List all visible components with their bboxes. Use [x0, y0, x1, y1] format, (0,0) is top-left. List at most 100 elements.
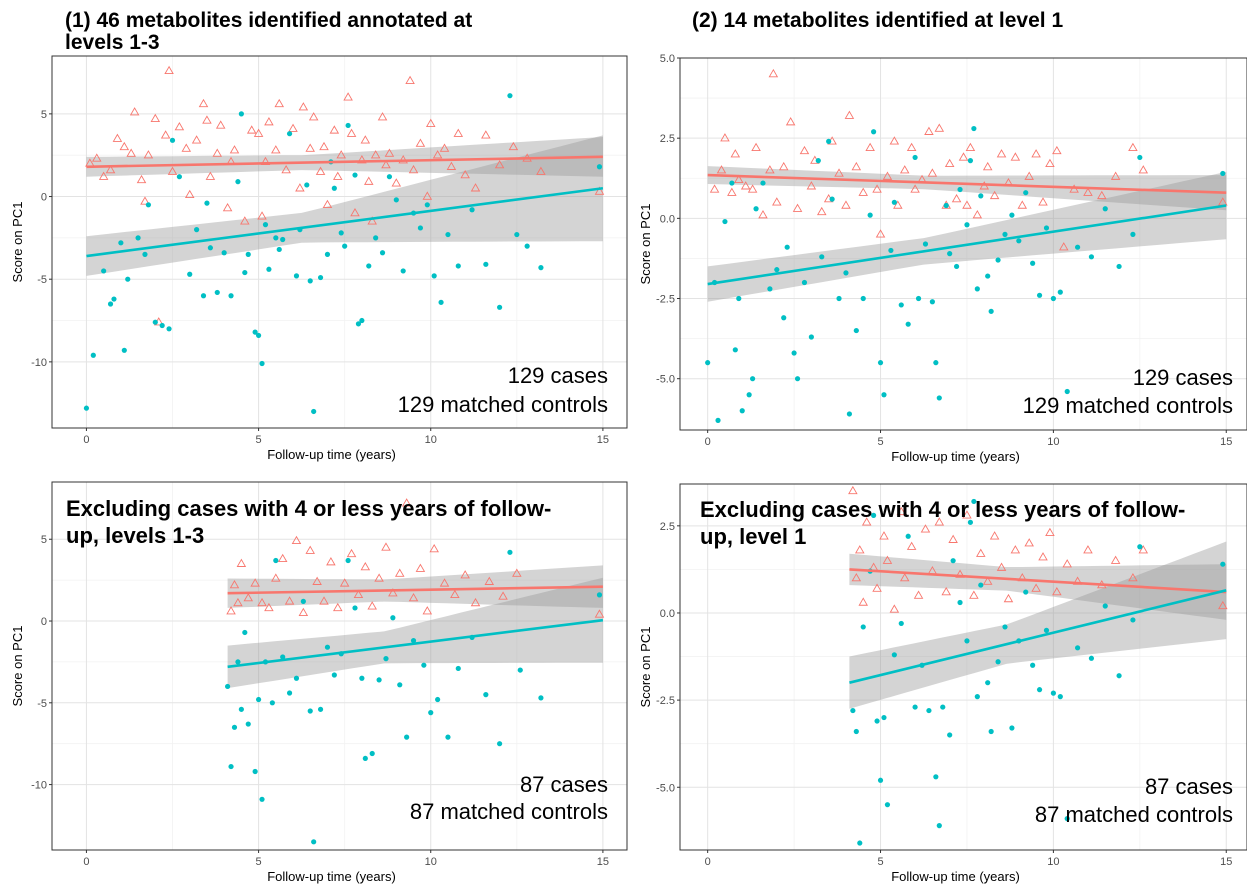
control-point — [985, 680, 991, 686]
control-point — [774, 267, 780, 273]
y-tick-label: 0.0 — [660, 213, 675, 225]
x-axis-label: Follow-up time (years) — [891, 449, 1020, 464]
control-point — [214, 289, 220, 296]
case-point — [425, 118, 436, 127]
case-point — [1045, 527, 1055, 536]
control-point — [1009, 725, 1015, 731]
case-point — [989, 531, 1000, 540]
control-point — [259, 360, 265, 367]
control-point — [905, 533, 911, 539]
case-point — [944, 158, 955, 168]
case-point — [246, 125, 257, 134]
x-tick-label: 15 — [597, 434, 609, 446]
case-point — [882, 555, 893, 564]
panel-title: (2) 14 metabolites identified at level 1 — [692, 9, 1063, 32]
case-point — [1024, 171, 1034, 180]
control-point — [1130, 231, 1136, 237]
control-point — [964, 222, 970, 228]
case-point — [709, 184, 720, 193]
control-point — [159, 322, 165, 329]
control-point — [1009, 212, 1015, 218]
control-point — [732, 347, 738, 353]
control-point — [739, 408, 745, 414]
control-point — [242, 629, 248, 636]
y-tick-label: -5.0 — [656, 782, 675, 794]
case-point — [312, 576, 322, 585]
case-point — [1128, 573, 1138, 582]
fit-line-cases — [86, 155, 603, 169]
controls-count-label: 87 matched controls — [1035, 802, 1233, 827]
cases-count-label: 87 cases — [1145, 774, 1233, 799]
control-point — [846, 411, 853, 417]
case-point — [281, 164, 291, 174]
case-point — [257, 597, 267, 607]
control-point — [317, 274, 324, 281]
control-point — [369, 750, 375, 757]
confidence-band-cases — [227, 565, 603, 608]
control-point — [957, 599, 963, 606]
control-point — [853, 327, 859, 334]
case-point — [1218, 600, 1228, 610]
case-point — [236, 558, 247, 567]
case-point — [298, 607, 309, 617]
case-point — [594, 609, 605, 618]
case-point — [222, 203, 233, 212]
case-point — [1031, 149, 1041, 158]
case-point — [1017, 200, 1028, 209]
case-point — [305, 143, 316, 152]
x-axis-label: Follow-up time (years) — [267, 869, 396, 884]
control-point — [1043, 627, 1050, 634]
y-tick-label: -5.0 — [656, 374, 675, 386]
case-point — [405, 75, 415, 84]
case-point — [962, 200, 972, 209]
control-point — [273, 235, 279, 241]
control-point — [819, 254, 825, 260]
control-point — [331, 672, 337, 678]
control-point — [228, 763, 234, 770]
controls-count-label: 87 matched controls — [410, 799, 608, 824]
case-point — [370, 150, 381, 159]
case-point — [913, 590, 924, 599]
control-point — [345, 557, 351, 564]
case-point — [229, 579, 240, 589]
control-point — [791, 350, 797, 356]
fit-line-controls — [707, 204, 1227, 286]
case-point — [460, 570, 470, 579]
case-point — [91, 153, 102, 162]
control-point — [238, 111, 244, 117]
plot-border — [51, 55, 628, 429]
control-point — [978, 193, 984, 199]
case-point — [906, 142, 917, 151]
x-tick-label: 10 — [425, 434, 437, 446]
y-tick-label: 5 — [41, 109, 47, 121]
fit-line-controls — [227, 618, 604, 669]
case-point — [415, 138, 426, 147]
case-point — [381, 542, 391, 551]
control-point — [421, 662, 427, 668]
case-point — [484, 576, 495, 585]
x-tick-label: 0 — [83, 434, 89, 446]
case-point — [955, 569, 965, 578]
control-point — [829, 196, 835, 202]
case-point — [1031, 583, 1041, 592]
control-point — [324, 251, 331, 257]
control-point — [953, 263, 960, 270]
control-point — [1036, 687, 1043, 693]
case-point — [277, 553, 288, 563]
case-point — [350, 207, 360, 217]
control-point — [1074, 244, 1081, 250]
control-point — [877, 360, 884, 366]
case-point — [934, 517, 945, 526]
control-point — [871, 512, 877, 518]
control-point — [397, 682, 403, 688]
x-axis-label: Follow-up time (years) — [267, 447, 396, 462]
case-point — [865, 142, 875, 151]
case-point — [972, 210, 983, 219]
y-tick-label: 0.0 — [660, 608, 675, 620]
control-point — [166, 326, 172, 332]
control-point — [431, 273, 437, 279]
control-point — [974, 694, 980, 700]
case-point — [136, 174, 147, 184]
gridlines — [52, 482, 627, 850]
panel-title: up, levels 1-3 — [66, 523, 204, 548]
